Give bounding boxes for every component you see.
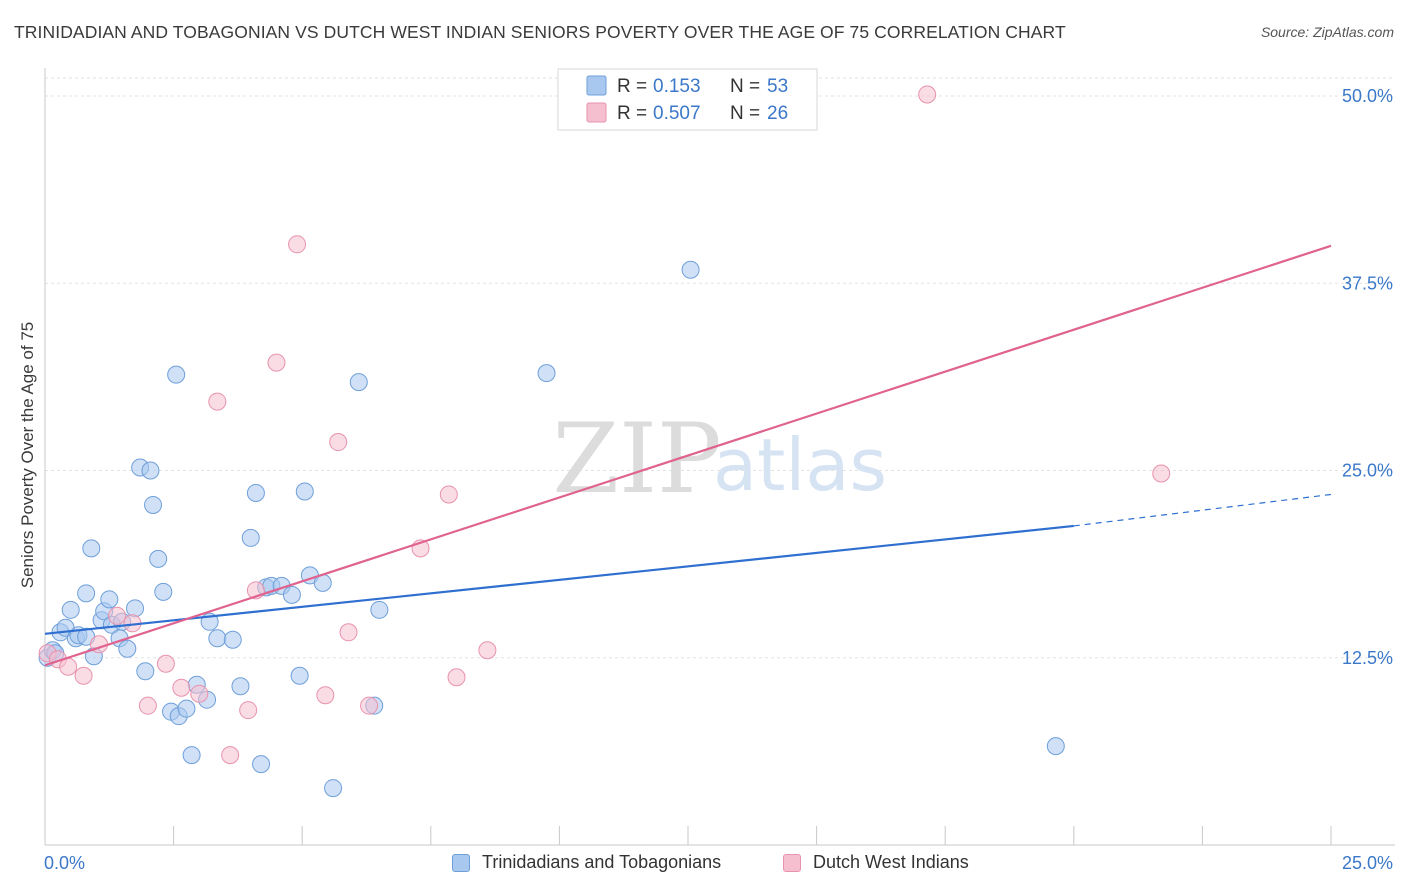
legend-n-value-pink: 26 [767,103,788,124]
point-trinidadian [246,483,265,502]
legend-item-trinidadians[interactable]: Trinidadians and Tobagonians [452,852,721,873]
point-dutch-west-indian [208,392,227,411]
y-tick-label: 50.0% [1342,86,1393,106]
watermark-zip: ZIP [552,403,721,515]
point-dutch-west-indian [339,623,358,642]
point-trinidadian [252,755,271,774]
legend-n-value-blue: 53 [767,76,788,97]
source-credit: Source: ZipAtlas.com [1260,24,1394,40]
legend-n-label-pink: N = [730,103,760,124]
watermark-atlas: atlas [713,423,887,507]
legend-swatch-dutch-west-indians [783,853,801,872]
legend-r-label-pink: R = [617,103,647,124]
point-trinidadian [231,677,250,696]
x-tick-label-max: 25.0% [1342,853,1393,873]
legend-r-label-blue: R = [617,76,647,97]
point-trinidadian [144,495,163,514]
point-trinidadian [182,746,201,765]
point-trinidadian [681,260,700,279]
point-dutch-west-indian [74,666,93,685]
point-trinidadian [136,662,155,681]
point-dutch-west-indian [918,85,937,104]
point-dutch-west-indian [439,485,458,504]
point-dutch-west-indian [316,686,335,705]
series-legend: Trinidadians and Tobagonians Dutch West … [0,850,1406,880]
legend-swatch-pink [586,102,607,123]
point-dutch-west-indian [221,746,240,765]
point-trinidadian [370,600,389,619]
point-dutch-west-indian [156,654,175,673]
point-dutch-west-indian [478,641,497,660]
legend-swatch-blue [586,75,607,96]
trend-lines [44,244,1332,667]
x-tick-label-min: 0.0% [44,853,85,873]
point-dutch-west-indian [138,696,157,715]
chart-title: TRINIDADIAN AND TOBAGONIAN VS DUTCH WEST… [14,22,1066,42]
point-trinidadian [77,584,96,603]
point-trinidadian [282,585,301,604]
legend-item-dutch-west-indians[interactable]: Dutch West Indians [783,852,969,873]
legend-r-value-blue: 0.153 [653,76,701,97]
point-trinidadian [324,779,343,798]
stats-legend: R = 0.153 N = 53 R = 0.507 N = 26 [557,68,818,131]
point-trinidadian [1046,737,1065,756]
point-dutch-west-indian [172,678,191,697]
point-trinidadian [295,482,314,501]
point-dutch-west-indian [288,235,307,254]
legend-label-trinidadians: Trinidadians and Tobagonians [482,852,722,872]
point-trinidadian [223,630,242,649]
legend-label-dutch-west-indians: Dutch West Indians [813,852,969,872]
legend-r-value-pink: 0.507 [653,103,701,124]
point-dutch-west-indian [329,433,348,452]
legend-swatch-trinidadians [452,853,470,872]
point-dutch-west-indian [190,684,209,703]
point-trinidadian [141,461,160,480]
point-trinidadian [290,666,309,685]
point-dutch-west-indian [360,696,379,715]
point-trinidadian [126,599,145,618]
point-trinidadian [149,549,168,568]
point-dutch-west-indian [447,668,466,687]
y-tick-label: 12.5% [1342,648,1393,668]
point-trinidadian [100,590,119,609]
trend-line-trinidadian [44,524,1074,635]
y-tick-label: 37.5% [1342,273,1393,293]
watermark: ZIP atlas [552,403,887,515]
axes [44,68,1395,846]
point-dutch-west-indian [239,701,258,720]
point-trinidadian [349,373,368,392]
point-trinidadian [208,629,227,648]
point-trinidadian [61,600,80,619]
legend-n-label-blue: N = [730,76,760,97]
trend-line-dutch-west-indian [44,244,1332,667]
point-trinidadian [154,582,173,601]
point-trinidadian [241,528,260,547]
point-trinidadian [82,539,101,558]
point-trinidadian [118,639,137,658]
point-trinidadian [537,364,556,383]
gridlines [45,77,1395,659]
y-tick-label: 25.0% [1342,461,1393,481]
point-dutch-west-indian [267,353,286,372]
point-trinidadian [177,699,196,718]
point-dutch-west-indian [108,606,127,625]
trend-line-extension [1073,493,1332,527]
tick-labels: 12.5% 25.0% 37.5% 50.0% 0.0% 25.0% [44,86,1393,873]
point-dutch-west-indian [59,657,78,676]
point-trinidadian [167,365,186,384]
point-dutch-west-indian [1152,464,1171,483]
